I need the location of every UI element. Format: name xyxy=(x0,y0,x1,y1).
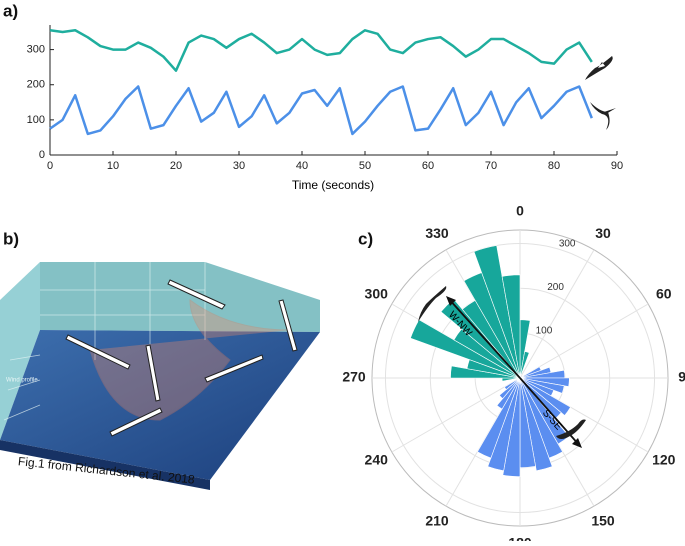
theta-tick-label: 240 xyxy=(365,452,389,468)
histogram-bar xyxy=(501,274,521,379)
theta-tick-label: 90 xyxy=(678,369,685,385)
x-tick-label: 30 xyxy=(233,160,245,172)
flight-path xyxy=(89,298,291,421)
histogram-bar xyxy=(519,351,530,379)
theta-tick-label: 330 xyxy=(425,225,449,241)
x-tick-label: 20 xyxy=(170,160,182,172)
bird-icon xyxy=(585,56,613,80)
histogram-bar xyxy=(498,377,521,400)
line-series xyxy=(49,85,593,136)
albatross-icons xyxy=(65,279,298,437)
theta-tick-label: 0 xyxy=(516,203,524,219)
r-tick-label: 300 xyxy=(559,239,576,250)
histogram-bar xyxy=(519,377,553,472)
r-tick-label: 200 xyxy=(547,282,564,293)
glass-side xyxy=(0,262,40,440)
x-tick-label: 90 xyxy=(611,160,623,172)
x-tick-label: 0 xyxy=(47,160,53,172)
theta-tick-label: 210 xyxy=(425,512,449,528)
x-tick-label: 70 xyxy=(485,160,497,172)
histogram-bar xyxy=(440,298,521,379)
histogram-bar xyxy=(476,377,521,459)
panel-label: c) xyxy=(358,229,373,248)
wind-label: Wind profile xyxy=(6,378,38,384)
theta-tick-label: 120 xyxy=(652,452,676,468)
sea-front xyxy=(0,440,210,490)
grid-lines xyxy=(3,262,206,421)
bird-icon xyxy=(590,102,616,130)
panel-label: b) xyxy=(3,229,19,248)
histogram-bar xyxy=(496,377,521,410)
histogram-bar xyxy=(487,377,521,472)
theta-tick-label: 60 xyxy=(656,286,672,302)
y-tick-label: 300 xyxy=(27,44,45,56)
x-tick-label: 40 xyxy=(296,160,308,172)
histogram-bar xyxy=(519,377,571,416)
x-tick-label: 60 xyxy=(422,160,434,172)
glass-back xyxy=(40,262,320,332)
x-tick-label: 10 xyxy=(107,160,119,172)
angular-grid xyxy=(519,303,649,379)
theta-tick-label: 270 xyxy=(342,369,366,385)
x-axis-title: Time (seconds) xyxy=(292,178,374,192)
line-series xyxy=(49,29,593,72)
illustration: Wind profile Fig.1 from Richardson et al… xyxy=(0,262,320,490)
histogram-bar xyxy=(504,377,521,390)
theta-tick-label: 150 xyxy=(591,512,615,528)
r-tick-label: 100 xyxy=(536,325,553,336)
theta-tick-label: 30 xyxy=(595,225,611,241)
y-tick-label: 0 xyxy=(39,149,45,161)
angular-grid xyxy=(519,249,595,379)
x-tick-label: 50 xyxy=(359,160,371,172)
theta-tick-label: 300 xyxy=(365,286,389,302)
y-tick-label: 100 xyxy=(27,114,45,126)
y-tick-label: 200 xyxy=(27,79,45,91)
panel-label: a) xyxy=(3,1,18,20)
histogram-bar xyxy=(473,245,521,379)
x-tick-label: 80 xyxy=(548,160,560,172)
polar-arrows xyxy=(418,286,586,448)
angular-grid xyxy=(391,377,521,453)
theta-tick-label: 180 xyxy=(508,535,532,541)
